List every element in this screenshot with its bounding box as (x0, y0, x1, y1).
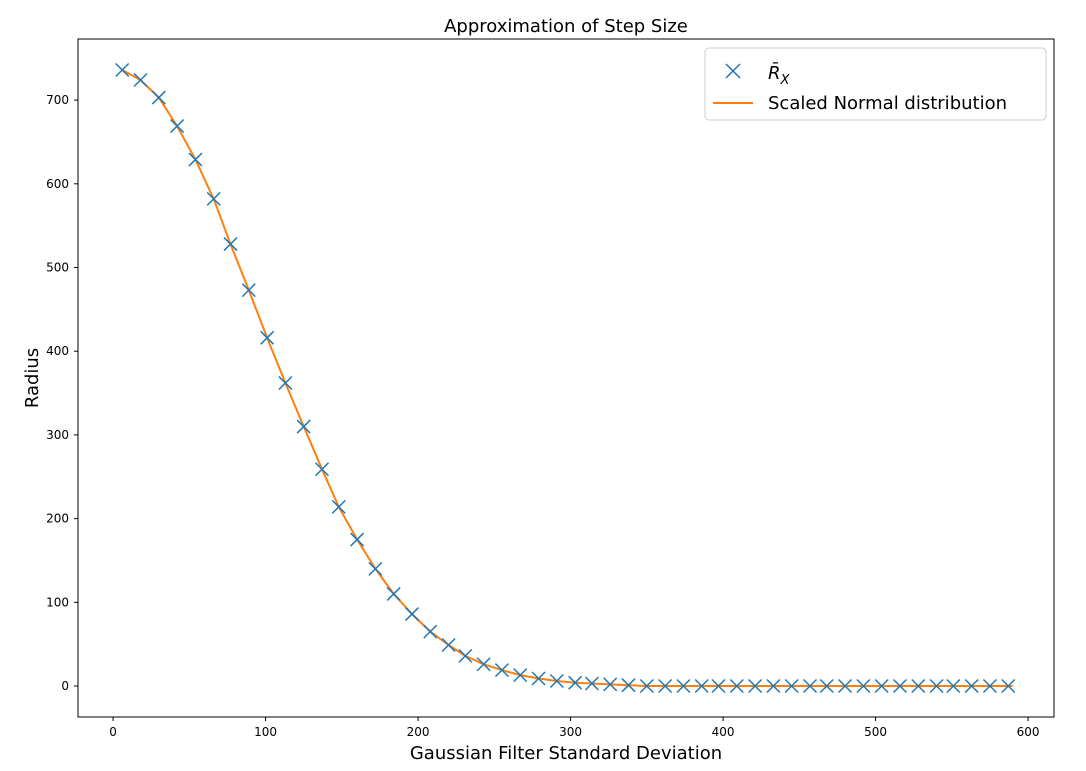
data-point-marker (188, 152, 203, 167)
legend: R̄X Scaled Normal distribution (704, 47, 1047, 121)
data-point-marker (964, 678, 979, 694)
data-point-marker (802, 678, 818, 694)
data-point-marker (423, 624, 438, 639)
data-point-marker (223, 237, 238, 252)
legend-label-normal: Scaled Normal distribution (768, 93, 1007, 114)
x-tick-label: 100 (254, 725, 277, 739)
legend-label-rx: R̄X (768, 62, 791, 88)
data-point-marker (911, 678, 926, 694)
data-point-marker (241, 283, 256, 298)
data-point-marker (838, 678, 853, 694)
data-point-marker (531, 671, 546, 686)
data-point-marker (494, 663, 509, 678)
data-point-marker (170, 119, 185, 134)
data-point-marker (892, 678, 908, 694)
data-point-marker (946, 678, 961, 694)
data-point-marker (115, 62, 130, 78)
x-tick-label: 0 (109, 725, 117, 739)
data-point-marker (676, 678, 691, 694)
data-point-marker (1001, 678, 1016, 694)
chart-title: Approximation of Step Size (444, 16, 688, 37)
data-point-marker (314, 462, 330, 477)
data-point-marker (133, 72, 148, 88)
data-point-marker (784, 678, 799, 694)
data-point-marker (206, 191, 221, 206)
legend-label-rx-subscript: X (780, 73, 791, 88)
data-point-marker (603, 677, 618, 692)
data-point-marker (929, 678, 944, 694)
plot-area (77, 38, 1055, 718)
x-tick-label: 500 (864, 725, 887, 739)
y-axis-label: Radius (22, 348, 43, 408)
y-tick-label: 600 (46, 177, 69, 191)
data-point-marker (458, 648, 473, 663)
x-tick-label: 600 (1017, 725, 1040, 739)
data-point-marker (350, 532, 365, 547)
data-point-marker (441, 637, 456, 653)
legend-box (704, 47, 1047, 121)
data-point-marker (729, 678, 744, 694)
data-point-marker (296, 419, 311, 434)
y-tick-label: 200 (46, 512, 69, 526)
data-point-marker (404, 607, 420, 622)
data-point-marker (748, 678, 763, 694)
data-point-marker (513, 668, 528, 683)
data-point-marker (568, 675, 583, 690)
y-tick-label: 300 (46, 428, 69, 442)
y-tick-label: 0 (61, 679, 69, 693)
data-point-marker (694, 678, 709, 694)
normal-distribution-line (121, 69, 1013, 687)
data-point-marker (549, 673, 564, 689)
series-line-path (121, 69, 1013, 687)
y-tick-label: 700 (46, 93, 69, 107)
y-axis: 0 100 200 300 400 500 600 700 (46, 93, 78, 693)
y-tick-label: 500 (46, 261, 69, 275)
x-tick-label: 300 (559, 725, 582, 739)
x-tick-label: 200 (407, 725, 430, 739)
legend-label-rx-base: R̄ (768, 62, 781, 84)
x-tick-label: 400 (712, 725, 735, 739)
x-axis-label: Gaussian Filter Standard Deviation (410, 743, 722, 764)
data-point-marker (874, 678, 889, 694)
data-point-marker (639, 678, 654, 694)
data-point-marker (260, 330, 275, 345)
data-point-marker (278, 375, 293, 391)
data-point-marker (476, 657, 491, 672)
data-point-marker (584, 676, 599, 691)
data-point-marker (386, 586, 401, 601)
data-point-marker (766, 678, 781, 694)
y-tick-label: 100 (46, 595, 69, 609)
x-axis: 0 100 200 300 400 500 600 (109, 717, 1040, 739)
data-point-marker (711, 678, 726, 694)
data-point-marker (151, 90, 166, 105)
data-point-marker (368, 561, 383, 576)
data-point-marker (819, 678, 834, 694)
data-point-marker (856, 678, 871, 694)
data-point-marker (982, 678, 997, 694)
data-point-marker (658, 678, 673, 694)
y-tick-label: 400 (46, 344, 69, 358)
rx-markers (115, 62, 1016, 694)
data-point-marker (621, 678, 636, 693)
legend-marker-x (725, 63, 741, 79)
data-point-marker (331, 499, 346, 514)
